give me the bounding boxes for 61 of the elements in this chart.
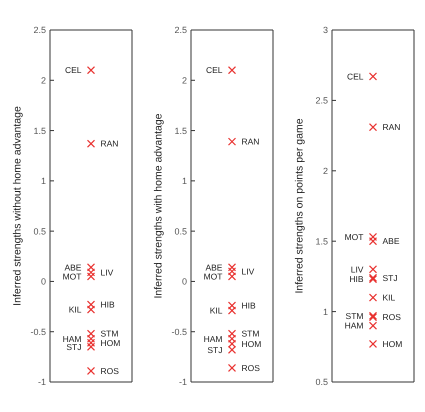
series-label: STM [242,328,260,339]
y-axis-title: Inferred strengths without home advantage [12,106,24,306]
y-tick-label: 2 [40,75,46,86]
y-tick-label: 2.5 [174,25,187,36]
y-tick-label: 0.5 [174,226,187,236]
series-label: HOM [382,339,402,349]
y-tick-label: 1.5 [33,126,46,136]
series-label: STJ [382,272,398,283]
series-label: LIV [100,267,114,278]
y-tick-label: 0.5 [315,377,328,388]
y-tick-label: 3 [322,25,328,36]
y-tick-label: -1 [178,377,187,388]
series-label: HAM [344,320,364,331]
y-tick-label: -0.5 [30,326,46,337]
series-label: ABE [205,262,223,272]
y-tick-label: 0 [40,276,46,287]
series-label: RAN [100,138,118,149]
series-label: MOT [204,271,222,282]
series-label: ROS [382,312,402,322]
series-label: HIB [100,300,116,310]
series-label: HOM [242,338,262,349]
series-label: HIB [242,300,256,311]
series-label: ROS [100,366,120,376]
series-label: STM [346,310,364,321]
y-tick-label: 2 [322,166,328,176]
series-label: ROS [242,362,260,373]
series-label: LIV [242,266,255,276]
series-label: KIL [210,306,223,316]
series-label: RAN [242,136,260,147]
series-label: STM [100,328,118,339]
y-axis-title: Inferred strengths on points per game [294,118,306,294]
series-label: STJ [207,344,222,355]
y-tick-label: 2.5 [33,25,46,36]
y-tick-label: 2 [182,75,187,86]
series-label: ABE [64,262,82,272]
series-label: CEL [64,65,82,76]
series-label: CEL [346,71,364,82]
series-label: CEL [206,65,223,76]
series-label: MOT [62,271,82,282]
y-tick-label: 1.5 [315,236,328,246]
series-label: HAM [62,334,82,344]
y-tick-label: 1 [182,176,187,186]
series-label: ABE [382,236,400,246]
series-label: KIL [382,292,396,303]
series-label: MOT [344,232,364,242]
y-tick-label: 2.5 [315,96,328,106]
y-tick-label: 0 [182,276,187,287]
y-tick-label: -0.5 [171,326,187,337]
series-label: HOM [100,338,120,348]
series-label: HAM [204,334,222,344]
y-tick-label: 1 [40,176,46,186]
series-label: LIV [350,264,364,274]
series-label: STJ [66,342,82,352]
y-tick-label: 1 [322,306,328,317]
series-label: RAN [382,122,400,132]
y-tick-label: 0.5 [33,226,46,236]
y-tick-label: -1 [38,377,46,388]
series-label: HIB [349,274,364,284]
y-axis-title: Inferred strengths with home advantage [152,113,165,299]
series-label: KIL [68,304,82,315]
y-tick-label: 1.5 [174,126,187,136]
